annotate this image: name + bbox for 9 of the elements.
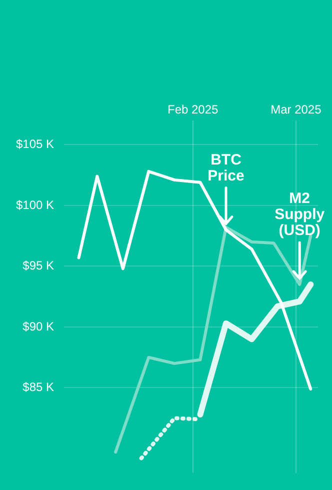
annotation: BTC Price: [208, 151, 244, 184]
y-tick-label: $90 K: [22, 319, 54, 334]
y-tick-label: $95 K: [22, 258, 54, 273]
y-tick-label: $85 K: [22, 380, 54, 394]
y-tick-label: $105 K: [16, 137, 54, 152]
annotation: M2 Supply (USD): [274, 190, 326, 240]
y-tick-label: $100 K: [16, 198, 54, 212]
x-tick-label: Feb 2025: [168, 102, 219, 117]
x-tick-label: Mar 2025: [270, 102, 322, 117]
